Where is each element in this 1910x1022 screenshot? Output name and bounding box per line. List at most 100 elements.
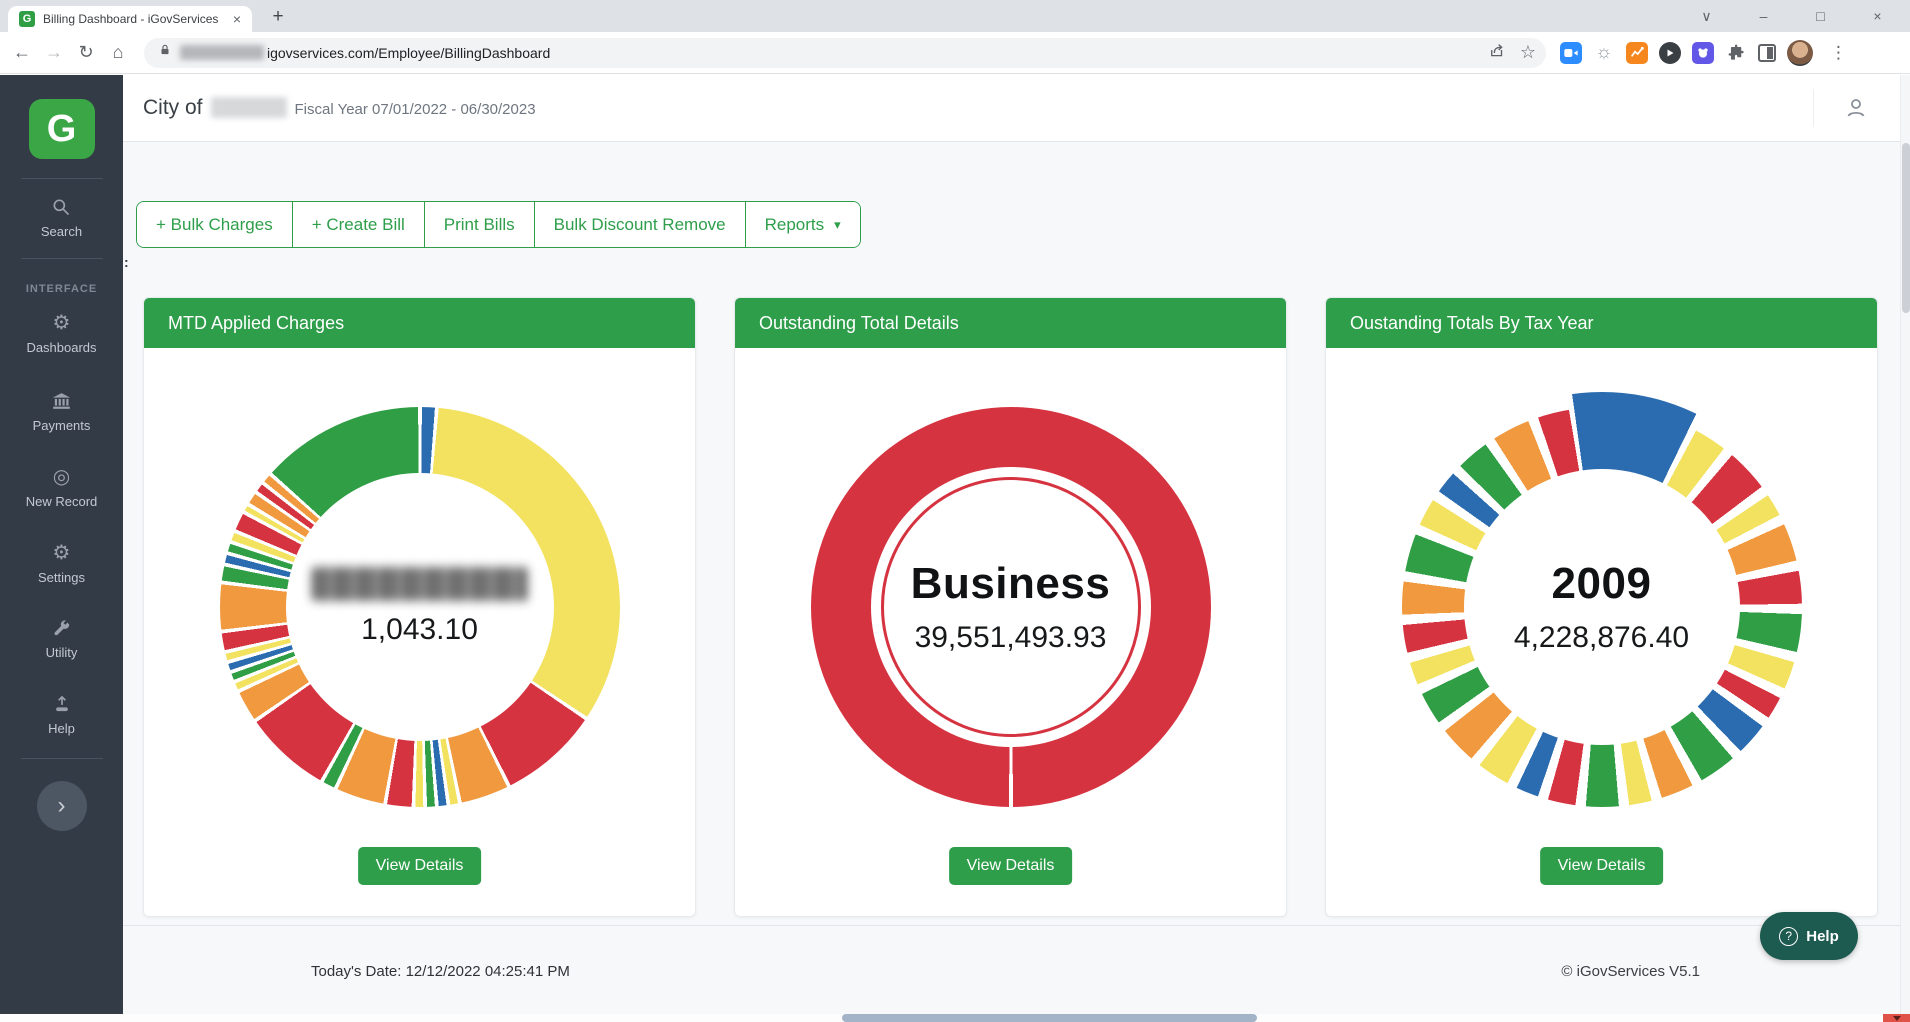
record-icon: ◎ bbox=[52, 466, 71, 488]
igov-logo[interactable]: G bbox=[28, 99, 95, 159]
tab-close-icon[interactable]: × bbox=[232, 11, 241, 27]
reports-label: Reports bbox=[764, 214, 825, 234]
sidebar-divider bbox=[20, 258, 103, 259]
new-tab-button[interactable]: + bbox=[272, 6, 284, 27]
sidebar-item-dashboards[interactable]: ⚙ Dashboards bbox=[26, 313, 96, 355]
card-body: 1,043.10 View Details bbox=[144, 348, 695, 916]
bulk-discount-remove-button[interactable]: Bulk Discount Remove bbox=[534, 202, 746, 247]
city-name-redacted bbox=[210, 97, 287, 118]
sidebar-item-label: Help bbox=[48, 721, 75, 736]
view-details-button[interactable]: View Details bbox=[948, 847, 1073, 885]
profile-avatar[interactable] bbox=[1787, 39, 1813, 66]
sidebar-item-search[interactable]: Search bbox=[41, 197, 82, 239]
back-icon[interactable]: ← bbox=[13, 42, 31, 62]
horizontal-scrollbar[interactable] bbox=[0, 1014, 1910, 1022]
view-details-button[interactable]: View Details bbox=[1539, 847, 1664, 885]
sidebar-item-label: Payments bbox=[32, 418, 91, 433]
browser-toolbar: ← → ↻ ⌂ igovservices.com/Employee/Billin… bbox=[0, 32, 1910, 74]
page-header: City of Fiscal Year 07/01/2022 - 06/30/20… bbox=[123, 75, 1900, 142]
app-root: G Search INTERFACE ⚙ Dashboards Payments bbox=[0, 75, 1910, 1022]
sidebar-item-new-record[interactable]: ◎ New Record bbox=[26, 467, 98, 509]
tab-title: Billing Dashboard - iGovServices bbox=[43, 12, 219, 26]
analytics-extension-icon[interactable] bbox=[1626, 41, 1648, 64]
side-panel-icon[interactable] bbox=[1758, 43, 1776, 62]
view-details-button[interactable]: View Details bbox=[357, 847, 482, 885]
media-extension-icon[interactable] bbox=[1659, 41, 1681, 64]
sidebar-item-label: Dashboards bbox=[26, 340, 97, 355]
vertical-scrollbar-thumb[interactable] bbox=[1902, 143, 1910, 313]
sidebar-item-utility[interactable]: Utility bbox=[46, 619, 77, 660]
card-body: Business 39,551,493.93 View Details bbox=[735, 348, 1286, 916]
center-value: 39,551,493.93 bbox=[914, 621, 1107, 654]
donut-center: Business 39,551,493.93 bbox=[883, 479, 1139, 735]
stray-colon-text: : bbox=[124, 254, 129, 270]
search-icon bbox=[51, 197, 71, 217]
page-footer: Today's Date: 12/12/2022 04:25:41 PM © i… bbox=[123, 925, 1900, 980]
minimize-icon[interactable]: – bbox=[1759, 8, 1768, 24]
donut-chart-mtd[interactable]: 1,043.10 bbox=[219, 407, 620, 807]
brightness-extension-icon[interactable]: ☼ bbox=[1595, 41, 1613, 63]
center-label-redacted bbox=[311, 567, 528, 601]
share-icon[interactable] bbox=[1488, 41, 1506, 64]
address-bar[interactable]: igovservices.com/Employee/BillingDashboa… bbox=[144, 37, 1546, 68]
wrench-icon bbox=[52, 619, 71, 638]
horizontal-scrollbar-thumb[interactable] bbox=[842, 1014, 1257, 1022]
content-area: : + Bulk Charges + Create Bill Print Bil… bbox=[123, 142, 1900, 1014]
donut-chart-tax-year[interactable]: 2009 4,228,876.40 bbox=[1386, 392, 1817, 822]
reports-dropdown-button[interactable]: Reports ▾ bbox=[745, 202, 860, 247]
person-icon bbox=[1847, 99, 1865, 117]
reload-icon[interactable]: ↻ bbox=[78, 42, 94, 62]
center-label: 2009 bbox=[1551, 559, 1652, 608]
todays-date-label: Today's Date: 12/12/2022 04:25:41 PM bbox=[311, 963, 570, 980]
home-icon[interactable]: ⌂ bbox=[112, 42, 124, 62]
sidebar-expand-button[interactable]: › bbox=[36, 781, 87, 831]
print-bills-button[interactable]: Print Bills bbox=[424, 202, 535, 247]
bulk-charges-button[interactable]: + Bulk Charges bbox=[137, 202, 293, 247]
donut-hole bbox=[1463, 469, 1740, 745]
donut-hole bbox=[285, 473, 554, 741]
card-title: MTD Applied Charges bbox=[144, 298, 695, 348]
card-outstanding-total-details: Outstanding Total Details Business 39,55… bbox=[734, 297, 1287, 917]
extensions-row: ☼ ⋮ bbox=[1560, 39, 1853, 66]
fiscal-year-label: Fiscal Year 07/01/2022 - 06/30/2023 bbox=[294, 101, 536, 118]
bank-icon bbox=[51, 391, 72, 411]
video-call-extension-icon[interactable] bbox=[1560, 41, 1582, 64]
sidebar-section-label: INTERFACE bbox=[25, 283, 98, 295]
sidebar-item-settings[interactable]: ⚙ Settings bbox=[38, 543, 85, 585]
sidebar-item-label: Search bbox=[40, 224, 83, 239]
browser-menu-icon[interactable]: ⋮ bbox=[1830, 42, 1847, 62]
create-bill-button[interactable]: + Create Bill bbox=[292, 202, 425, 247]
help-floating-button[interactable]: ? Help bbox=[1760, 912, 1858, 960]
bear-extension-icon[interactable] bbox=[1692, 41, 1714, 64]
url-text[interactable]: igovservices.com/Employee/BillingDashboa… bbox=[267, 44, 551, 61]
center-label: Business bbox=[910, 559, 1111, 608]
card-title: Oustanding Totals By Tax Year bbox=[1326, 298, 1877, 348]
sidebar-item-payments[interactable]: Payments bbox=[32, 391, 91, 433]
page-title: City of Fiscal Year 07/01/2022 - 06/30/20… bbox=[143, 96, 536, 120]
gear-icon: ⚙ bbox=[52, 312, 71, 334]
dashboard-cards: MTD Applied Charges 1,043.10 View Detail… bbox=[143, 297, 1900, 917]
vertical-scrollbar[interactable] bbox=[1900, 75, 1910, 1014]
card-body: 2009 4,228,876.40 View Details bbox=[1326, 348, 1877, 916]
window-controls: ∨ – □ × bbox=[1678, 0, 1906, 32]
sidebar-item-help[interactable]: Help bbox=[48, 694, 75, 736]
triangle-down-icon bbox=[1892, 1015, 1901, 1021]
browser-tab[interactable]: G Billing Dashboard - iGovServices × bbox=[8, 6, 252, 32]
forward-icon[interactable]: → bbox=[45, 42, 63, 62]
donut-center: 1,043.10 bbox=[292, 479, 548, 735]
bookmark-star-icon[interactable]: ☆ bbox=[1519, 42, 1536, 62]
favicon-icon: G bbox=[19, 11, 35, 27]
extensions-puzzle-icon[interactable] bbox=[1725, 42, 1747, 64]
maximize-icon[interactable]: □ bbox=[1816, 8, 1825, 24]
sidebar-item-label: Settings bbox=[38, 570, 85, 585]
upload-icon bbox=[52, 694, 72, 714]
close-icon[interactable]: × bbox=[1873, 8, 1882, 24]
tab-search-icon[interactable]: ∨ bbox=[1701, 7, 1712, 24]
help-label: Help bbox=[1806, 927, 1839, 945]
scrollbar-corner-button[interactable] bbox=[1883, 1014, 1910, 1022]
lock-icon[interactable] bbox=[158, 43, 172, 62]
donut-chart-outstanding[interactable]: Business 39,551,493.93 bbox=[810, 407, 1211, 807]
donut-inner-ring bbox=[880, 477, 1141, 737]
user-menu[interactable] bbox=[1813, 89, 1868, 127]
